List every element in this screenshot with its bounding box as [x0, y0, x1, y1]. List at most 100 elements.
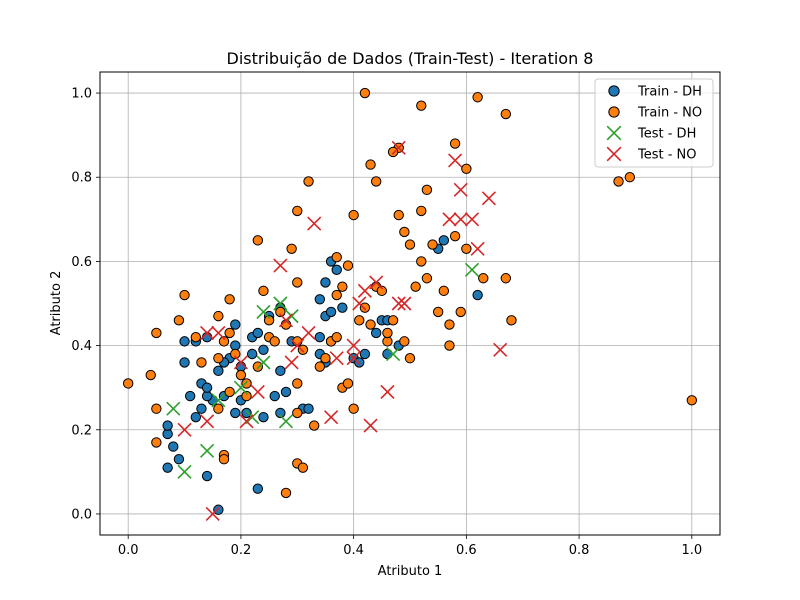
x-marker-stroke: [464, 262, 480, 277]
train-no-point: [297, 462, 309, 473]
train-dh-point: [438, 235, 450, 246]
x-marker-stroke: [250, 384, 265, 399]
x-marker-stroke: [606, 146, 622, 162]
test-no-point: [397, 296, 412, 311]
train-no-point: [179, 289, 190, 301]
train-no-point: [624, 172, 636, 183]
x-marker-stroke: [278, 414, 294, 429]
train-no-point: [263, 315, 275, 326]
x-marker-stroke: [442, 212, 457, 227]
x-marker-stroke: [177, 422, 192, 437]
test-dh-point: [284, 309, 299, 324]
test-no-point: [200, 325, 215, 341]
train-no-point: [224, 386, 235, 398]
test-no-point: [448, 153, 463, 168]
x-marker-stroke: [166, 401, 181, 416]
train-dh-point: [190, 411, 202, 423]
x-marker-stroke: [397, 296, 412, 311]
train-dh-point: [246, 348, 258, 360]
train-no-point: [342, 378, 354, 389]
train-dh-point: [213, 365, 224, 377]
x-marker-stroke: [380, 384, 395, 399]
x-marker-stroke: [211, 325, 226, 341]
x-marker-stroke: [324, 410, 339, 425]
train-dh-point: [201, 470, 213, 482]
axis-ticks: 0.0 0.2 0.4 0.6 0.8 1.0 0.0 0.2 0.4 0.6 0.8 1.0: [71, 87, 702, 558]
test-no-point: [346, 351, 361, 366]
train-dh-point: [472, 289, 483, 301]
train-no-point: [292, 407, 303, 419]
test-no-point: [391, 296, 406, 311]
train-no-point: [359, 302, 371, 313]
x-marker-stroke: [278, 313, 294, 328]
x-marker-stroke: [211, 393, 226, 408]
train-no-point: [613, 176, 624, 187]
x-marker-stroke: [233, 355, 248, 370]
train-no-point: [196, 357, 207, 368]
train-no-point: [472, 92, 483, 103]
train-dh-point: [196, 403, 207, 414]
train-no-point: [331, 289, 342, 301]
test-no-point: [307, 216, 322, 231]
train-no-point: [478, 273, 489, 284]
test-no-point: [453, 212, 468, 227]
x-tick-label: 0.8: [569, 543, 590, 558]
train-no-point: [444, 340, 455, 351]
train-no-point: [190, 331, 202, 343]
legend-label-train-no: Train - NO: [637, 106, 702, 121]
x-marker-stroke: [205, 506, 220, 522]
test-no-point: [464, 212, 480, 227]
train-no-point: [297, 344, 309, 355]
test-no-point: [453, 182, 468, 197]
train-no-point: [292, 277, 303, 288]
x-marker-stroke: [352, 296, 367, 311]
test-no-point: [352, 296, 367, 311]
train-dh-point: [162, 420, 173, 431]
train-no-point: [416, 256, 427, 267]
x-marker-stroke: [239, 414, 254, 429]
train-no-point: [224, 327, 235, 339]
x-tick-label: 0.6: [456, 543, 477, 558]
train-no-point: [449, 138, 461, 149]
train-no-point: [230, 348, 241, 360]
x-tick-label: 0.0: [118, 543, 139, 558]
x-marker-stroke: [346, 338, 361, 353]
x-tick-label: 0.2: [231, 543, 252, 558]
train-no-point: [331, 252, 342, 263]
train-no-point: [320, 353, 331, 364]
x-marker-stroke: [470, 241, 485, 256]
train-no-point: [500, 108, 512, 120]
train-no-point: [151, 403, 162, 414]
train-dh-point: [314, 331, 326, 343]
x-marker-stroke: [284, 309, 299, 324]
train-dh-point: [252, 483, 264, 494]
train-no-point: [213, 353, 224, 364]
train-no-point: [438, 285, 450, 297]
test-dh-point: [233, 380, 248, 395]
x-marker-stroke: [369, 275, 384, 290]
x-marker-stroke: [391, 296, 406, 311]
train-no-point: [410, 281, 421, 292]
x-axis-label: Atributo 1: [378, 564, 443, 579]
plot-frame: [99, 71, 721, 536]
train-no-point: [314, 361, 326, 372]
x-marker-stroke: [301, 325, 316, 341]
x-marker-stroke: [200, 325, 215, 341]
legend-marker-train-dh: [608, 85, 620, 97]
y-tick-label: 0.6: [71, 255, 92, 270]
legend-label-test-no: Test - NO: [637, 148, 697, 163]
train-no-point: [213, 403, 224, 414]
train-no-point: [416, 100, 427, 111]
x-tick-label: 0.4: [343, 543, 364, 558]
train-no-point: [280, 487, 292, 499]
y-tick-label: 0.4: [71, 339, 92, 354]
train-dh-point: [337, 302, 348, 313]
train-no-point: [292, 205, 303, 217]
y-tick-label: 1.0: [71, 87, 92, 102]
x-marker-stroke: [273, 258, 288, 273]
train-no-point: [303, 176, 314, 187]
test-no-point: [369, 275, 384, 290]
train-dh-point: [303, 403, 314, 414]
train-dh-point: [230, 407, 241, 419]
